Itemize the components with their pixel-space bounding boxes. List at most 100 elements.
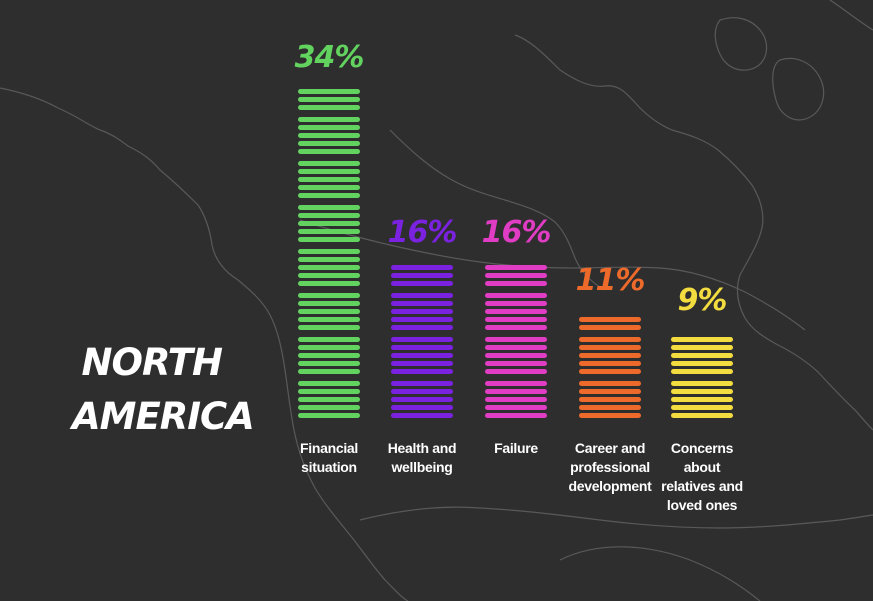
bar-stripe (485, 281, 547, 286)
bar-stripe (485, 381, 547, 386)
bar-stripe (391, 413, 453, 418)
bar-stripe (671, 369, 733, 374)
bar-stripe (579, 345, 641, 350)
map-island-a (714, 17, 768, 71)
bar-stripe (391, 389, 453, 394)
bar-stripe (391, 337, 453, 342)
category-label-line: Career and (574, 440, 646, 456)
bar-stripe (298, 265, 360, 270)
bar-stripe (579, 381, 641, 386)
bar-stripe (485, 337, 547, 342)
bar-stripe (579, 389, 641, 394)
bar-stripe (391, 309, 453, 314)
bar-stripe (298, 185, 360, 190)
map-border-c (359, 506, 873, 529)
bar-1 (298, 89, 360, 418)
bar-4 (579, 317, 641, 418)
category-label-line: Financial (300, 440, 358, 456)
bar-stripe (485, 317, 547, 322)
bar-stripe (298, 273, 360, 278)
value-label-1: 34% (294, 40, 365, 76)
bar-stripe (671, 353, 733, 358)
bar-stripe (298, 389, 360, 394)
value-label-4: 11% (575, 263, 646, 299)
bar-stripe (485, 413, 547, 418)
bar-stripe (298, 249, 360, 254)
bar-stripe (391, 273, 453, 278)
bar-stripe (485, 325, 547, 330)
bar-stripe (298, 237, 360, 242)
category-label-line: situation (301, 459, 357, 475)
bar-stripe (298, 125, 360, 130)
bar-stripe (298, 361, 360, 366)
category-label-2: Health and wellbeing (367, 439, 477, 477)
bar-2 (391, 265, 453, 418)
bar-stripe (671, 397, 733, 402)
bar-stripe (671, 337, 733, 342)
bar-stripe (485, 273, 547, 278)
bar-stripe (298, 397, 360, 402)
bar-stripe (391, 397, 453, 402)
category-label-line: Failure (494, 440, 538, 456)
bar-stripe (298, 149, 360, 154)
category-label-5: Concerns about relatives and loved ones (647, 439, 757, 515)
bar-stripe (298, 89, 360, 94)
bar-stripe (391, 265, 453, 270)
bar-stripe (298, 257, 360, 262)
bar-stripe (579, 325, 641, 330)
bar-3 (485, 265, 547, 418)
bar-stripe (485, 293, 547, 298)
category-label-line: relatives and (661, 478, 743, 494)
bar-stripe (579, 397, 641, 402)
value-label-5: 9% (677, 282, 728, 318)
bar-stripe (298, 193, 360, 198)
bar-stripe (671, 405, 733, 410)
bar-stripe (298, 133, 360, 138)
bar-stripe (391, 301, 453, 306)
category-label-line: loved ones (666, 497, 738, 513)
map-border-b (299, 219, 806, 331)
bar-stripe (298, 301, 360, 306)
bar-stripe (298, 205, 360, 210)
bar-stripe (298, 309, 360, 314)
bar-stripe (671, 345, 733, 350)
bar-stripe (485, 353, 547, 358)
bar-stripe (485, 309, 547, 314)
bar-stripe (579, 369, 641, 374)
value-label-2: 16% (387, 214, 458, 250)
category-label-line: about (683, 459, 721, 475)
bar-stripe (298, 281, 360, 286)
bar-stripe (671, 389, 733, 394)
bar-stripe (671, 361, 733, 366)
bar-stripe (298, 221, 360, 226)
bar-stripe (391, 293, 453, 298)
region-title-line1: NORTH (81, 341, 223, 384)
bar-stripe (391, 345, 453, 350)
bar-stripe (298, 97, 360, 102)
bar-stripe (298, 213, 360, 218)
category-label-line: development (568, 478, 652, 494)
bar-stripe (579, 317, 641, 322)
bar-stripe (391, 325, 453, 330)
bar-stripe (485, 369, 547, 374)
category-label-line: wellbeing (391, 459, 453, 475)
bar-stripe (298, 381, 360, 386)
value-label-3: 16% (481, 214, 552, 250)
bar-stripe (298, 229, 360, 234)
category-label-4: Career and professional development (555, 439, 665, 496)
bar-stripe (485, 397, 547, 402)
bar-stripe (485, 361, 547, 366)
bar-stripe (391, 369, 453, 374)
bar-stripe (485, 265, 547, 270)
bar-stripe (298, 405, 360, 410)
bar-stripe (579, 353, 641, 358)
bar-stripe (298, 353, 360, 358)
map-coastline-north (514, 34, 873, 431)
bar-stripe (298, 413, 360, 418)
bar-stripe (391, 381, 453, 386)
bar-stripe (298, 317, 360, 322)
map-island-c (829, 0, 873, 31)
bar-stripe (298, 141, 360, 146)
